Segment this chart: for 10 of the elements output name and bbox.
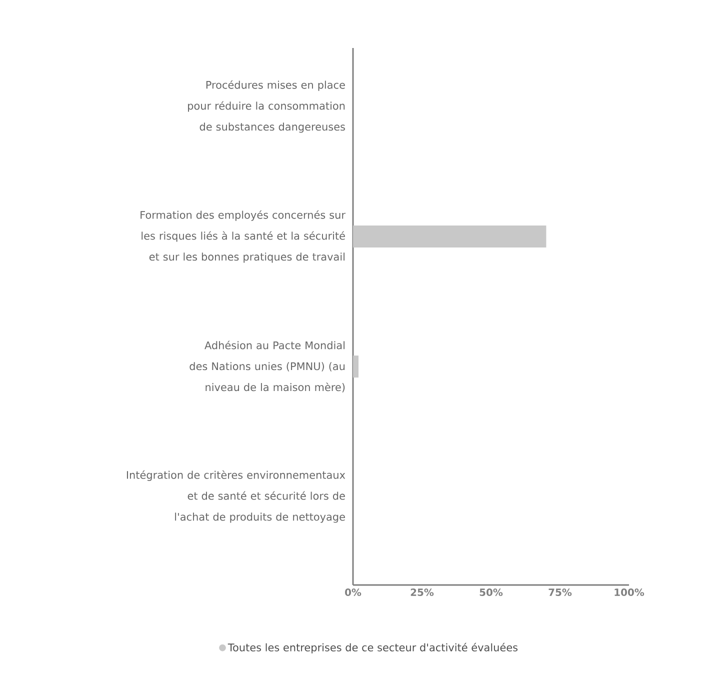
category-label: Intégration de critères environnementaux et de santé et sécurité lors de l'achat de produits de nettoyage xyxy=(126,470,346,523)
category-label: Adhésion au Pacte Mondial des Nations unies (PMNU) (au niveau de la maison mère) xyxy=(190,340,345,392)
y-tick-label: Procédures mises en place pour réduire la consommation de substances dangereuses xyxy=(188,80,345,133)
legend-label: Toutes les entreprises de ce secteur d'activité évaluées xyxy=(228,642,518,654)
x-tick-label: 50% xyxy=(480,588,503,596)
x-tick-label: 0% xyxy=(345,588,362,596)
y-tick-label: Formation des employés concernés sur les risques liés à la santé et la sécurité et sur les bonnes pratiques de travail xyxy=(140,210,346,263)
x-tick-label: 100% xyxy=(614,588,644,596)
x-tick-label: 75% xyxy=(548,588,572,596)
x-tick-label: 25% xyxy=(410,588,434,596)
